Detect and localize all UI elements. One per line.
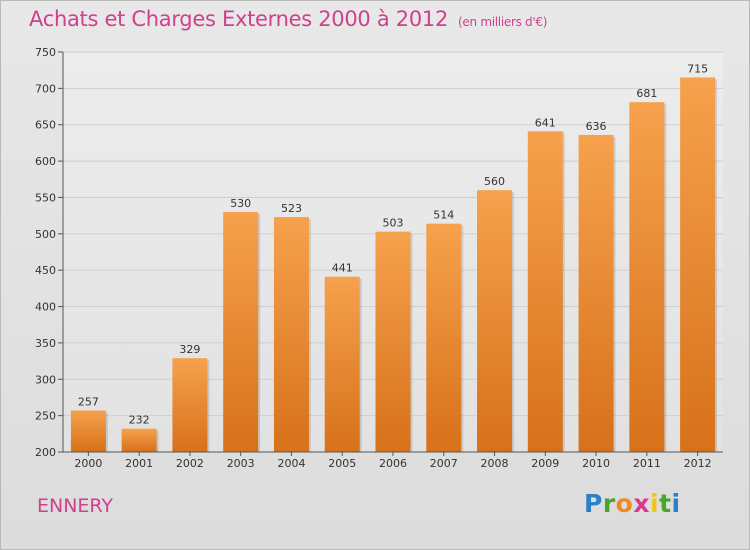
x-tick-label-2011: 2011 — [633, 457, 661, 470]
x-tick-label-2005: 2005 — [328, 457, 356, 470]
y-tick-label: 400 — [35, 301, 56, 314]
y-tick-label: 250 — [35, 410, 56, 423]
bar-2005 — [324, 276, 360, 452]
x-tick-label-2008: 2008 — [481, 457, 509, 470]
data-label-2004: 523 — [281, 202, 302, 215]
data-label-2000: 257 — [78, 396, 99, 409]
chart-subtitle: (en milliers d'€) — [458, 15, 548, 29]
y-tick-label: 350 — [35, 337, 56, 350]
data-label-2009: 641 — [535, 116, 556, 129]
y-tick-label: 200 — [35, 446, 56, 459]
bar-2009 — [527, 131, 563, 453]
y-tick-label: 550 — [35, 191, 56, 204]
bar-2002 — [172, 358, 208, 452]
x-tick-label-2000: 2000 — [74, 457, 102, 470]
x-tick-label-2001: 2001 — [125, 457, 153, 470]
data-label-2007: 514 — [433, 209, 454, 222]
bar-2000 — [70, 410, 106, 452]
y-tick-label: 600 — [35, 155, 56, 168]
y-tick-label: 700 — [35, 82, 56, 95]
data-label-2001: 232 — [129, 414, 150, 427]
bar-2006 — [375, 231, 411, 452]
commune-name: ENNERY — [37, 495, 114, 517]
data-label-2006: 503 — [383, 217, 404, 230]
y-tick-label: 500 — [35, 228, 56, 241]
data-label-2005: 441 — [332, 262, 353, 275]
bar-2011 — [629, 102, 665, 452]
data-label-2008: 560 — [484, 175, 505, 188]
chart-title: Achats et Charges Externes 2000 à 2012 (e… — [29, 7, 547, 31]
y-tick-label: 300 — [35, 373, 56, 386]
logo-letter: o — [615, 489, 634, 518]
logo-letter: r — [602, 489, 616, 518]
data-label-2002: 329 — [179, 343, 200, 356]
x-tick-label-2010: 2010 — [582, 457, 610, 470]
bar-2012 — [680, 77, 716, 453]
x-tick-label-2009: 2009 — [531, 457, 559, 470]
bar-2008 — [477, 190, 513, 452]
logo-letter: P — [584, 489, 603, 518]
x-tick-label-2004: 2004 — [277, 457, 305, 470]
bar-2004 — [273, 217, 309, 452]
data-label-2003: 530 — [230, 197, 251, 210]
y-tick-label: 450 — [35, 264, 56, 277]
logo-letter: x — [633, 489, 650, 518]
bar-2010 — [578, 134, 614, 452]
x-tick-label-2007: 2007 — [430, 457, 458, 470]
bar-2007 — [426, 223, 462, 452]
logo-letter: i — [650, 489, 660, 518]
proxiti-logo: Proxiti — [584, 489, 681, 518]
y-tick-label: 750 — [35, 46, 56, 59]
chart-title-text: Achats et Charges Externes 2000 à 2012 — [29, 7, 449, 31]
bar-2003 — [223, 212, 259, 452]
data-label-2010: 636 — [586, 120, 607, 133]
x-tick-label-2002: 2002 — [176, 457, 204, 470]
x-tick-label-2012: 2012 — [684, 457, 712, 470]
x-tick-label-2003: 2003 — [227, 457, 255, 470]
logo-letter: t — [659, 489, 672, 518]
x-tick-label-2006: 2006 — [379, 457, 407, 470]
y-tick-label: 650 — [35, 119, 56, 132]
data-label-2012: 715 — [687, 62, 708, 75]
bar-2001 — [121, 428, 157, 452]
data-label-2011: 681 — [636, 87, 657, 100]
logo-letter: i — [671, 489, 681, 518]
